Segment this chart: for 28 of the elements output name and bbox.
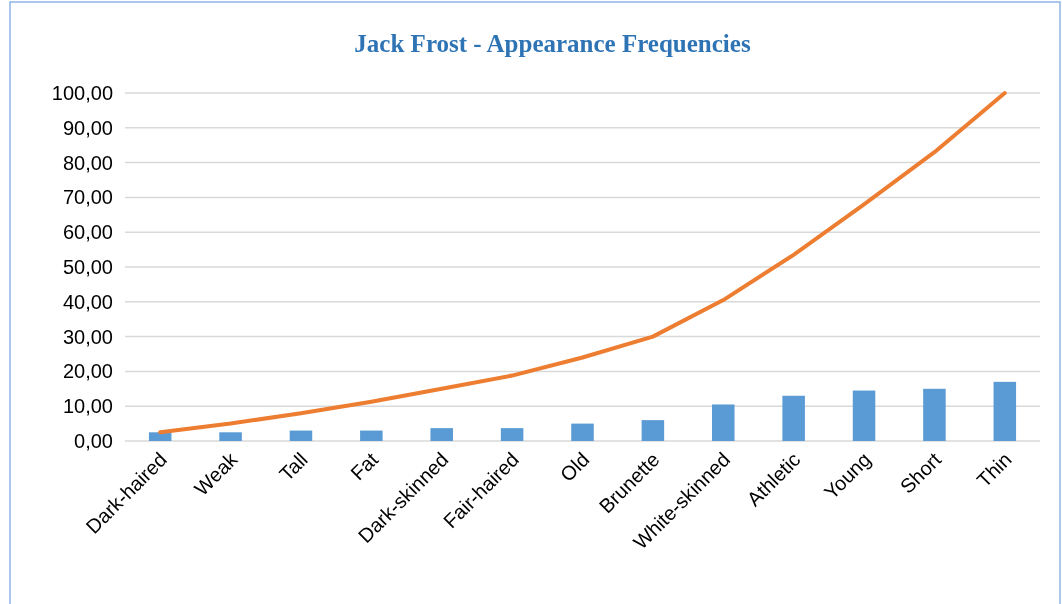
y-tick-label: 30,00: [62, 325, 113, 348]
bar: [500, 428, 524, 441]
bar: [571, 423, 594, 441]
bar: [360, 430, 383, 441]
bar: [712, 404, 735, 441]
x-tick-label: Thin: [972, 448, 1016, 492]
bar: [430, 428, 453, 441]
bar: [219, 432, 242, 441]
y-tick-label: 0,00: [74, 430, 113, 452]
y-tick-label: 60,00: [62, 221, 113, 244]
bar: [923, 388, 946, 441]
y-tick-label: 80,00: [62, 151, 113, 174]
bar: [852, 390, 876, 441]
y-tick-label: 70,00: [62, 186, 113, 209]
y-tick-label: 10,00: [62, 395, 113, 418]
x-tick-label: Old: [555, 448, 594, 486]
y-tick-label: 50,00: [62, 256, 113, 278]
bar: [641, 420, 665, 441]
y-tick-label: 90,00: [62, 116, 113, 139]
bar: [289, 430, 313, 441]
y-tick-label: 100,00: [51, 82, 113, 104]
bar: [993, 381, 1017, 441]
bar: [782, 395, 805, 441]
y-tick-label: 20,00: [62, 360, 113, 383]
x-tick-label: Tall: [275, 448, 312, 486]
chart-title: Jack Frost - Appearance Frequencies: [354, 30, 751, 57]
line-series: [158, 91, 1007, 435]
y-tick-label: 40,00: [62, 290, 113, 313]
